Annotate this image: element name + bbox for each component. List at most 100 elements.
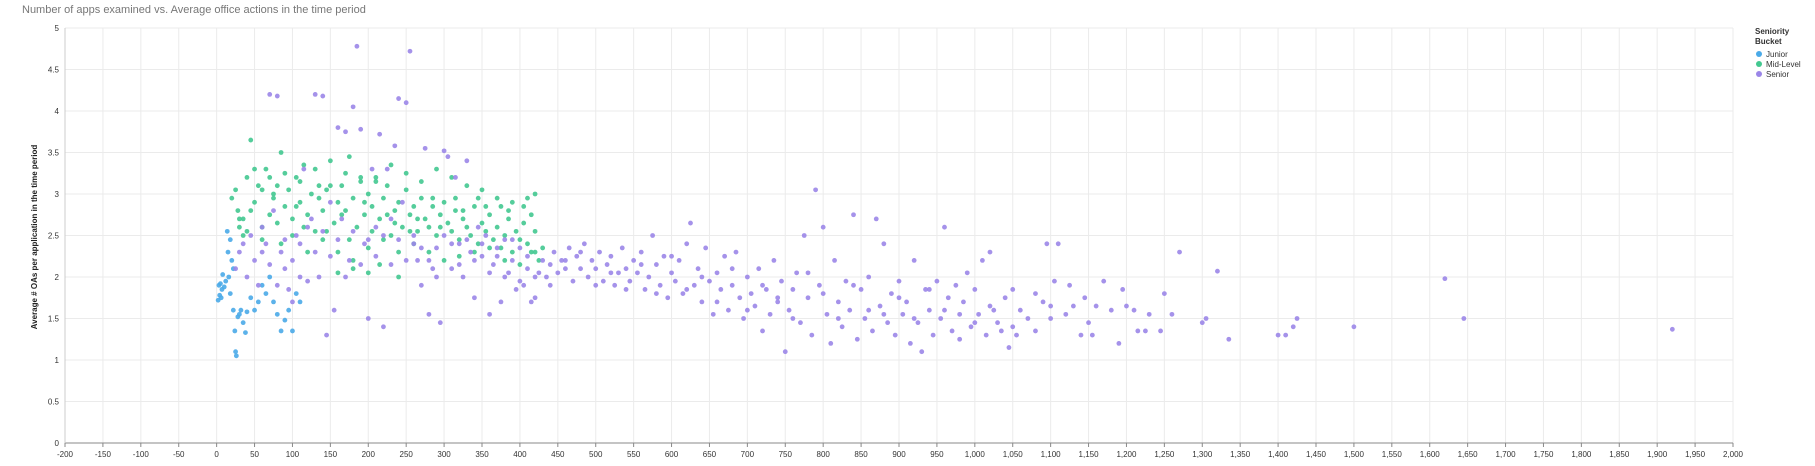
point-senior xyxy=(411,233,417,238)
point-senior xyxy=(1442,276,1448,282)
point-senior xyxy=(653,262,659,267)
point-senior xyxy=(957,311,963,317)
point-junior xyxy=(221,284,227,290)
point-mid-level xyxy=(365,191,371,197)
point-senior xyxy=(509,258,515,263)
point-mid-level xyxy=(525,241,530,247)
point-senior xyxy=(760,282,765,288)
point-mid-level xyxy=(381,237,386,243)
point-mid-level xyxy=(335,199,341,205)
point-senior xyxy=(255,282,261,288)
point-senior xyxy=(714,299,720,305)
point-junior xyxy=(290,328,295,334)
point-mid-level xyxy=(426,249,432,255)
point-senior xyxy=(1161,291,1167,296)
point-senior xyxy=(1124,303,1129,309)
point-junior xyxy=(297,299,303,305)
point-mid-level xyxy=(384,212,390,218)
point-junior xyxy=(232,328,238,334)
point-senior xyxy=(987,249,993,255)
point-mid-level xyxy=(358,179,364,184)
point-senior xyxy=(816,282,822,288)
point-mid-level xyxy=(483,228,489,234)
point-senior xyxy=(517,245,523,251)
point-senior xyxy=(1294,316,1300,321)
point-mid-level xyxy=(418,195,424,201)
point-senior xyxy=(305,224,311,230)
point-mid-level xyxy=(282,204,288,209)
point-senior xyxy=(680,291,686,296)
point-senior xyxy=(236,249,242,255)
x-tick-label: 0 xyxy=(214,450,219,459)
point-mid-level xyxy=(396,249,401,255)
point-senior xyxy=(684,241,690,247)
x-tick-label: 1,300 xyxy=(1192,450,1213,459)
point-senior xyxy=(453,175,458,180)
point-senior xyxy=(1101,278,1107,284)
point-mid-level xyxy=(437,224,443,230)
point-mid-level xyxy=(521,204,527,209)
point-senior xyxy=(502,274,508,280)
point-mid-level xyxy=(506,216,511,222)
point-senior xyxy=(733,249,739,255)
point-mid-level xyxy=(362,199,367,205)
point-senior xyxy=(441,233,447,238)
point-senior xyxy=(1461,316,1467,321)
point-senior xyxy=(695,266,701,272)
point-senior xyxy=(653,291,659,296)
point-mid-level xyxy=(240,233,246,238)
point-senior xyxy=(691,282,697,288)
point-senior xyxy=(1199,320,1205,326)
point-senior xyxy=(737,295,743,301)
point-mid-level xyxy=(350,195,356,201)
point-mid-level xyxy=(498,245,504,251)
point-senior xyxy=(926,307,932,313)
point-senior xyxy=(779,278,784,284)
point-mid-level xyxy=(521,220,527,226)
point-senior xyxy=(506,270,511,276)
y-tick-label: 2 xyxy=(55,273,60,282)
point-mid-level xyxy=(365,245,371,251)
point-senior xyxy=(828,341,834,346)
point-mid-level xyxy=(327,183,333,189)
point-mid-level xyxy=(305,212,311,218)
legend-label-junior: Junior xyxy=(1766,50,1788,59)
point-mid-level xyxy=(468,233,474,238)
point-senior xyxy=(953,282,959,288)
point-senior xyxy=(635,270,640,276)
point-senior xyxy=(327,199,333,205)
point-senior xyxy=(1048,316,1054,321)
point-senior xyxy=(699,299,705,305)
legend-title-line-1: Seniority xyxy=(1755,27,1790,36)
point-mid-level xyxy=(396,274,401,280)
point-senior xyxy=(407,48,413,54)
point-senior xyxy=(517,278,523,284)
x-tick-label: 600 xyxy=(665,450,679,459)
point-mid-level xyxy=(445,220,451,226)
point-senior xyxy=(456,241,462,247)
point-senior xyxy=(650,233,655,238)
point-mid-level xyxy=(255,183,261,189)
point-junior xyxy=(233,353,239,359)
point-mid-level xyxy=(293,204,299,209)
point-senior xyxy=(608,253,614,259)
point-mid-level xyxy=(509,199,515,205)
point-senior xyxy=(881,241,887,247)
point-mid-level xyxy=(369,228,375,234)
point-senior xyxy=(316,274,322,280)
point-senior xyxy=(1290,324,1296,330)
point-mid-level xyxy=(229,195,235,201)
point-senior xyxy=(267,262,273,267)
point-mid-level xyxy=(434,233,439,238)
point-senior xyxy=(354,43,360,49)
point-senior xyxy=(305,278,311,284)
x-tick-label: 1,100 xyxy=(1041,450,1062,459)
point-senior xyxy=(528,299,534,305)
point-senior xyxy=(271,208,276,214)
point-mid-level xyxy=(426,224,432,230)
point-mid-level xyxy=(415,228,420,234)
point-senior xyxy=(449,241,455,247)
point-senior xyxy=(805,270,811,276)
point-mid-level xyxy=(236,224,242,230)
point-mid-level xyxy=(267,212,273,218)
